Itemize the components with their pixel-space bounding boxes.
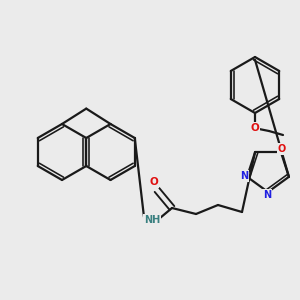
Text: N: N xyxy=(240,171,248,181)
Text: N: N xyxy=(263,190,271,200)
Text: O: O xyxy=(278,144,286,154)
Text: NH: NH xyxy=(144,215,160,225)
Text: O: O xyxy=(250,123,260,133)
Text: O: O xyxy=(150,177,158,187)
